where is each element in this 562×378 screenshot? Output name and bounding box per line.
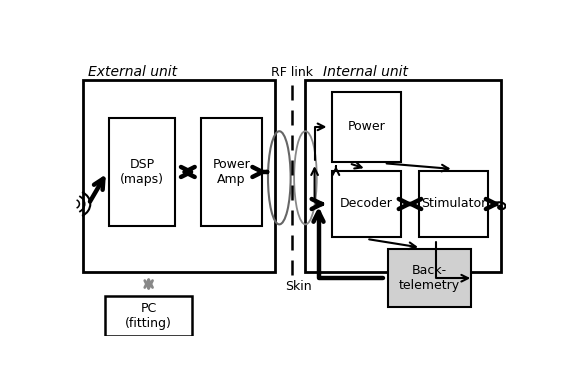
Text: RF link: RF link [271,66,314,79]
Text: DSP
(maps): DSP (maps) [120,158,164,186]
Bar [83,80,275,273]
Text: External unit: External unit [88,65,177,79]
Text: PC
(fitting): PC (fitting) [125,302,172,330]
Bar [332,92,401,162]
Bar [105,296,192,336]
Bar [201,118,262,226]
Text: Skin: Skin [285,280,312,293]
Text: Internal unit: Internal unit [323,65,408,79]
Text: Power
Amp: Power Amp [212,158,250,186]
Bar [419,170,488,237]
Text: Decoder: Decoder [340,197,393,211]
Text: Back-
telemetry: Back- telemetry [399,264,460,292]
Bar [388,249,471,307]
Bar [110,118,175,226]
Text: Stimulator: Stimulator [421,197,486,211]
Bar [306,80,501,273]
Bar [332,170,401,237]
Text: Power: Power [347,120,386,133]
